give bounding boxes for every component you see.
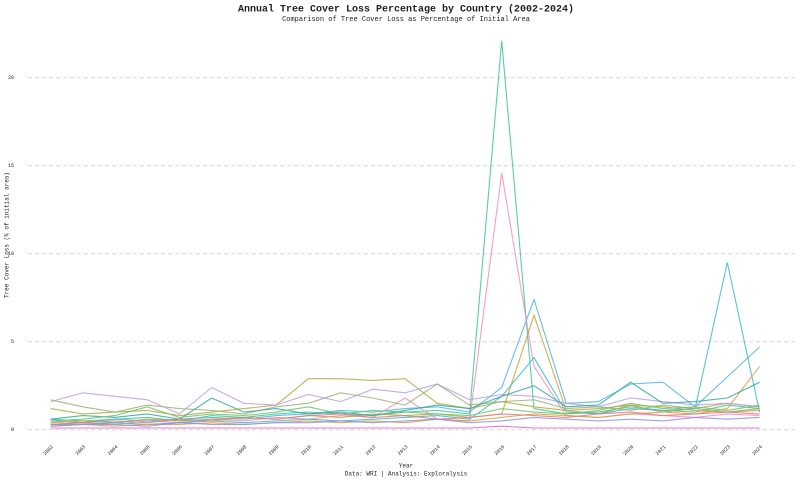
x-tick-label: 2012 [365,444,378,457]
x-tick-label: 2019 [590,444,603,457]
x-tick-label: 2009 [268,444,281,457]
x-tick-label: 2006 [171,444,184,457]
series-line [50,383,760,415]
x-axis-label: Year [399,463,414,470]
series-line [50,40,760,422]
chart-subtitle: Comparison of Tree Cover Loss as Percent… [282,16,530,24]
x-tick-label: 2010 [300,444,313,457]
x-tick-label: 2024 [751,444,764,457]
x-tick-label: 2016 [493,444,506,457]
x-tick-label: 2018 [558,444,571,457]
x-tick-label: 2008 [236,444,249,457]
x-tick-label: 2002 [42,444,55,457]
x-tick-label: 2015 [461,444,474,457]
series-line [50,402,760,422]
series-line [50,172,760,425]
series-line [50,262,761,425]
series-line [50,425,760,429]
y-tick-label: 20 [8,75,14,81]
y-tick-label: 5 [11,339,14,345]
x-tick-label: 2021 [655,444,668,457]
x-tick-label: 2022 [687,444,700,457]
series-line [50,383,760,415]
series-line [50,297,760,424]
x-tick-label: 2014 [429,444,442,457]
x-tick-label: 2011 [332,444,345,457]
x-tick-label: 2005 [139,444,152,457]
caption: Data: WRI | Analysis: Exploralysis [345,471,468,478]
x-tick-label: 2007 [203,444,216,457]
y-tick-label: 0 [11,427,14,433]
series-line [50,416,760,427]
y-tick-label: 15 [8,163,14,169]
x-tick-label: 2017 [526,444,539,457]
y-tick-label: 10 [8,251,14,257]
chart-title: Annual Tree Cover Loss Percentage by Cou… [238,4,574,16]
series-line [50,411,760,425]
x-tick-label: 2023 [719,444,732,457]
x-tick-label: 2013 [397,444,410,457]
x-tick-label: 2003 [74,444,87,457]
series-line [50,381,760,420]
x-tick-label: 2020 [622,444,635,457]
x-tick-label: 2004 [107,444,120,457]
y-axis-label: Tree Cover Loss (% of initial area) [4,172,11,298]
